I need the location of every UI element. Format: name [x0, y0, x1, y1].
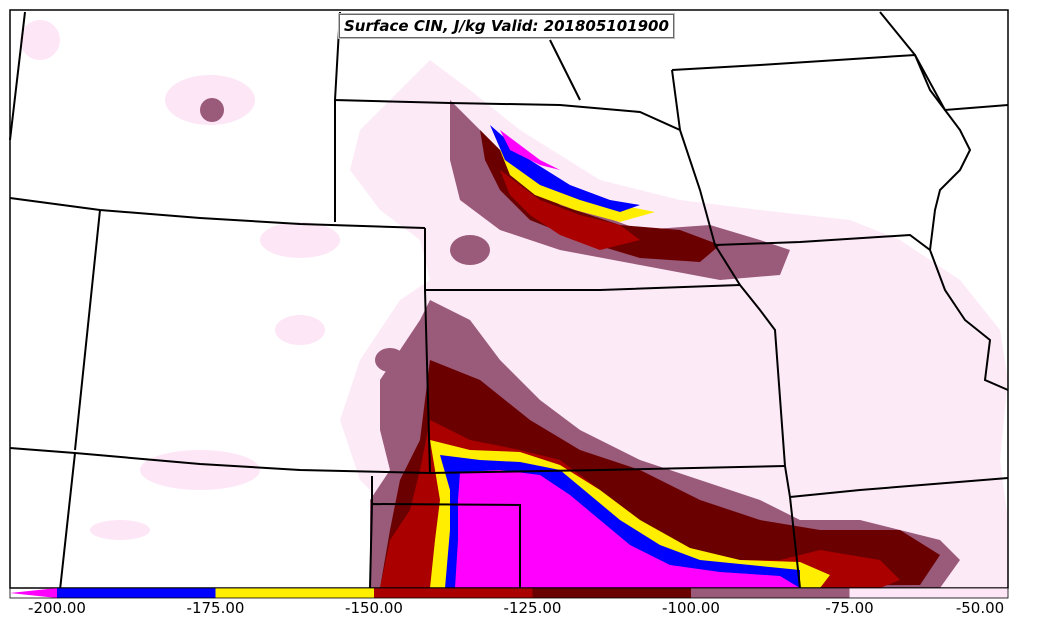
- border-id-mt: [9, 11, 26, 141]
- colorbar-tick-label: -150.00: [345, 599, 403, 617]
- border-ne-sd-mo: [333, 11, 801, 589]
- border-tx-panhandle: [369, 502, 521, 589]
- colorbar-tick-label: -125.00: [503, 599, 562, 617]
- border-missouri-river: [549, 39, 581, 101]
- border-wy-co-line: [9, 197, 426, 229]
- colorbar-segment: [532, 588, 692, 598]
- colorbar-segment: [57, 588, 216, 598]
- border-mn-wi: [879, 11, 916, 56]
- border-sd-mn: [671, 69, 681, 131]
- colorbar-tick-label: -75.00: [825, 599, 874, 617]
- border-ut-co: [74, 209, 101, 451]
- colorbar-segment: [374, 588, 533, 598]
- colorbar-tick-label: -175.00: [186, 599, 245, 617]
- map-title: Surface CIN, J/kg Valid: 201805101900: [339, 14, 674, 38]
- colorbar-tick-label: -100.00: [662, 599, 720, 617]
- border-ia-mo: [714, 233, 1009, 391]
- colorbar-segments: [57, 588, 1009, 598]
- border-ne-ks: [425, 284, 741, 291]
- colorbar-segment: [215, 588, 375, 598]
- border-az-nm: [59, 452, 76, 591]
- cin-magenta-fields: [455, 130, 800, 588]
- colorbar-below-min-triangle: [10, 588, 57, 598]
- border-ia-il: [914, 54, 972, 251]
- colorbar-segment: [691, 588, 850, 598]
- colorbar: [9, 587, 1009, 599]
- border-ok-ar: [789, 477, 1009, 498]
- colorbar-tick-label: -50.00: [955, 599, 1005, 617]
- colorbar-segment: [849, 588, 1009, 598]
- state-borders: [9, 11, 1009, 591]
- colorbar-tick-label: -200.00: [28, 599, 86, 617]
- colorbar-outline: [9, 587, 1009, 599]
